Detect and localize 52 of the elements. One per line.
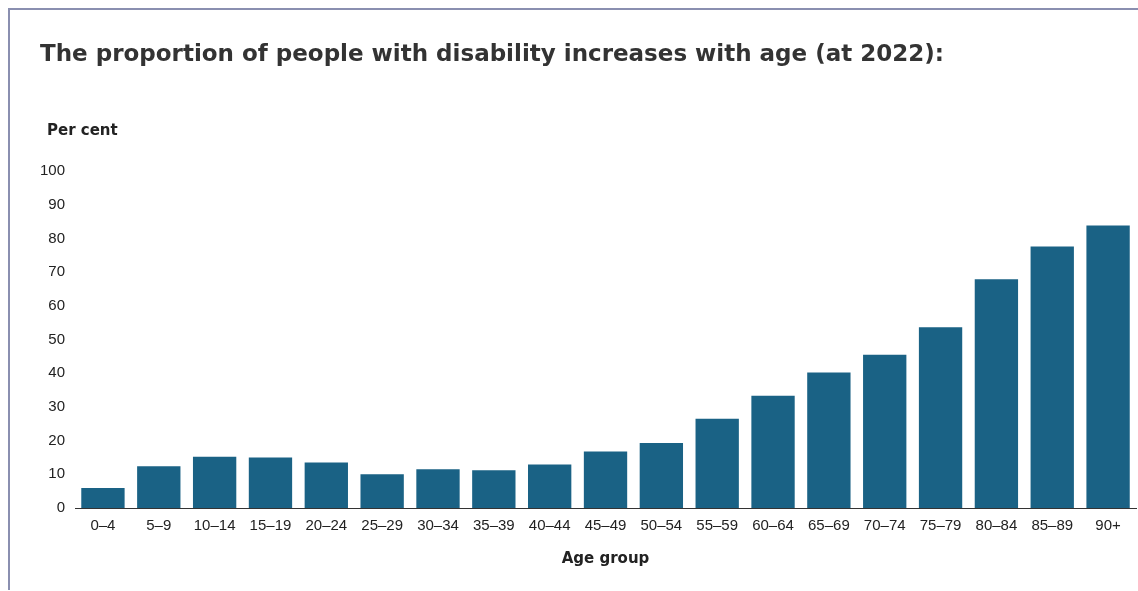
bar bbox=[918, 327, 963, 508]
bar bbox=[807, 372, 851, 508]
y-tick-label: 0 bbox=[56, 498, 66, 516]
bar bbox=[1086, 225, 1130, 508]
x-axis-title: Age group bbox=[561, 548, 650, 567]
x-tick-label: 90+ bbox=[1095, 516, 1122, 534]
x-tick-label: 25–29 bbox=[361, 516, 404, 534]
x-tick-label: 15–19 bbox=[249, 516, 292, 534]
x-tick-label: 70–74 bbox=[863, 516, 906, 534]
bar bbox=[360, 474, 404, 508]
y-axis-title: Per cent bbox=[47, 121, 118, 139]
x-tick-label: 40–44 bbox=[528, 516, 571, 534]
y-tick-label: 10 bbox=[48, 464, 66, 482]
x-tick-label: 50–54 bbox=[640, 516, 683, 534]
bar bbox=[137, 466, 181, 508]
bar bbox=[416, 469, 460, 508]
x-tick-label: 35–39 bbox=[472, 516, 515, 534]
bar bbox=[695, 418, 739, 508]
x-tick-label: 10–14 bbox=[193, 516, 236, 534]
y-tick-label: 30 bbox=[48, 397, 66, 415]
x-tick-label: 0–4 bbox=[90, 516, 116, 534]
y-tick-label: 20 bbox=[48, 430, 66, 448]
bar bbox=[974, 279, 1019, 508]
y-tick-label: 40 bbox=[48, 363, 66, 381]
x-tick-label: 5–9 bbox=[146, 516, 172, 534]
bar bbox=[583, 451, 628, 508]
y-tick-label: 90 bbox=[48, 194, 66, 212]
bar bbox=[863, 354, 907, 508]
bar bbox=[1030, 246, 1074, 508]
x-tick-label: 45–49 bbox=[584, 516, 627, 534]
bar bbox=[751, 395, 795, 508]
y-tick-label: 50 bbox=[48, 329, 66, 347]
x-tick-label: 65–69 bbox=[808, 516, 850, 534]
y-tick-label: 80 bbox=[48, 228, 66, 246]
y-tick-label: 70 bbox=[48, 262, 66, 280]
chart-title: The proportion of people with disability increases with age (at 2022): bbox=[40, 40, 944, 66]
x-tick-label: 30–34 bbox=[417, 516, 459, 534]
bar bbox=[192, 456, 237, 508]
bar bbox=[304, 462, 348, 508]
x-tick-label: 60–64 bbox=[752, 516, 794, 534]
bar bbox=[472, 470, 516, 508]
x-tick-label: 55–59 bbox=[696, 516, 739, 534]
x-tick-label: 20–24 bbox=[305, 516, 348, 534]
y-tick-label: 60 bbox=[48, 295, 66, 313]
bar bbox=[639, 442, 684, 508]
bar bbox=[248, 457, 293, 508]
y-tick-label: 100 bbox=[40, 161, 66, 179]
x-tick-label: 75–79 bbox=[919, 516, 962, 534]
bar bbox=[528, 464, 572, 508]
bar bbox=[81, 488, 125, 508]
x-tick-label: 85–89 bbox=[1031, 516, 1074, 534]
x-tick-label: 80–84 bbox=[975, 516, 1018, 534]
